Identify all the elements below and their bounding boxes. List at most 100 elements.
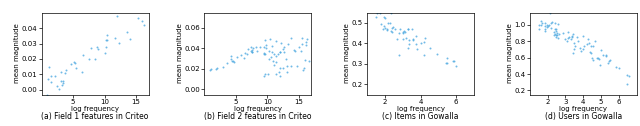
Point <box>419 41 429 43</box>
Point <box>278 48 288 50</box>
Point <box>298 67 308 69</box>
Point <box>246 46 256 48</box>
Point <box>411 35 421 37</box>
Point <box>273 71 284 73</box>
Point <box>601 54 611 56</box>
Point <box>380 27 390 29</box>
X-axis label: log frequency: log frequency <box>71 106 119 112</box>
Point <box>543 25 553 27</box>
Point <box>386 12 396 14</box>
Point <box>247 51 257 53</box>
Point <box>304 60 314 62</box>
Point <box>546 27 556 29</box>
Point <box>43 78 53 80</box>
Point <box>279 46 289 48</box>
Point <box>283 43 293 45</box>
Point <box>61 69 72 71</box>
Point <box>540 25 550 27</box>
Point <box>614 67 625 69</box>
Point <box>573 40 584 42</box>
Point <box>545 12 556 14</box>
Point <box>294 46 304 48</box>
Point <box>296 51 306 53</box>
Point <box>132 17 143 19</box>
Point <box>115 42 125 44</box>
Point <box>247 49 257 51</box>
Point <box>58 82 68 84</box>
Point <box>598 54 609 56</box>
Point <box>593 57 603 59</box>
Point <box>550 37 561 39</box>
Point <box>275 51 285 53</box>
Point <box>218 66 228 68</box>
Point <box>536 20 546 22</box>
Point <box>605 59 616 61</box>
Point <box>582 38 593 40</box>
Point <box>534 24 544 26</box>
Point <box>301 44 311 46</box>
Point <box>547 21 557 23</box>
Point <box>549 22 559 24</box>
Point <box>567 35 577 37</box>
Point <box>261 47 271 49</box>
Point <box>275 67 285 69</box>
Point <box>60 72 70 74</box>
Point <box>282 58 292 60</box>
Point <box>279 51 289 53</box>
X-axis label: log frequency: log frequency <box>234 106 282 112</box>
Point <box>376 23 387 25</box>
Point <box>268 60 278 62</box>
Point <box>568 48 579 50</box>
Point <box>301 38 312 40</box>
Text: (b) Field 2 features in Criteo: (b) Field 2 features in Criteo <box>204 112 312 121</box>
Point <box>45 75 56 77</box>
Text: (d) Users in Gowalla: (d) Users in Gowalla <box>545 112 622 121</box>
Point <box>387 31 397 33</box>
Point <box>596 49 607 51</box>
Point <box>425 47 435 49</box>
Point <box>100 46 111 48</box>
Point <box>419 54 429 56</box>
Point <box>394 54 404 56</box>
Point <box>550 33 561 35</box>
Point <box>398 33 408 35</box>
Point <box>52 85 62 87</box>
Point <box>69 61 79 63</box>
Point <box>408 38 418 40</box>
Point <box>540 28 550 30</box>
Point <box>57 84 67 86</box>
Point <box>139 24 149 26</box>
Y-axis label: mean magnitude: mean magnitude <box>14 24 20 83</box>
Point <box>378 28 388 30</box>
Point <box>586 52 596 54</box>
Point <box>392 38 402 40</box>
Point <box>563 31 573 33</box>
Point <box>622 83 632 85</box>
Point <box>584 42 594 44</box>
Point <box>552 34 562 36</box>
Point <box>595 64 605 66</box>
Point <box>588 45 598 47</box>
Point <box>537 22 547 24</box>
Point <box>222 62 232 64</box>
Point <box>399 30 410 32</box>
Point <box>243 53 253 55</box>
Point <box>273 53 283 55</box>
Point <box>259 75 269 77</box>
Point <box>381 28 392 30</box>
Point <box>564 36 575 38</box>
Point <box>568 52 579 54</box>
Point <box>552 32 563 34</box>
Point <box>375 12 385 14</box>
Point <box>380 17 390 19</box>
Point <box>286 65 296 67</box>
Point <box>125 38 135 40</box>
Point <box>566 38 577 40</box>
Point <box>572 36 582 38</box>
Point <box>206 68 216 70</box>
Point <box>550 28 561 30</box>
Point <box>227 60 237 62</box>
Point <box>46 81 56 83</box>
Point <box>271 61 282 64</box>
Point <box>551 34 561 36</box>
